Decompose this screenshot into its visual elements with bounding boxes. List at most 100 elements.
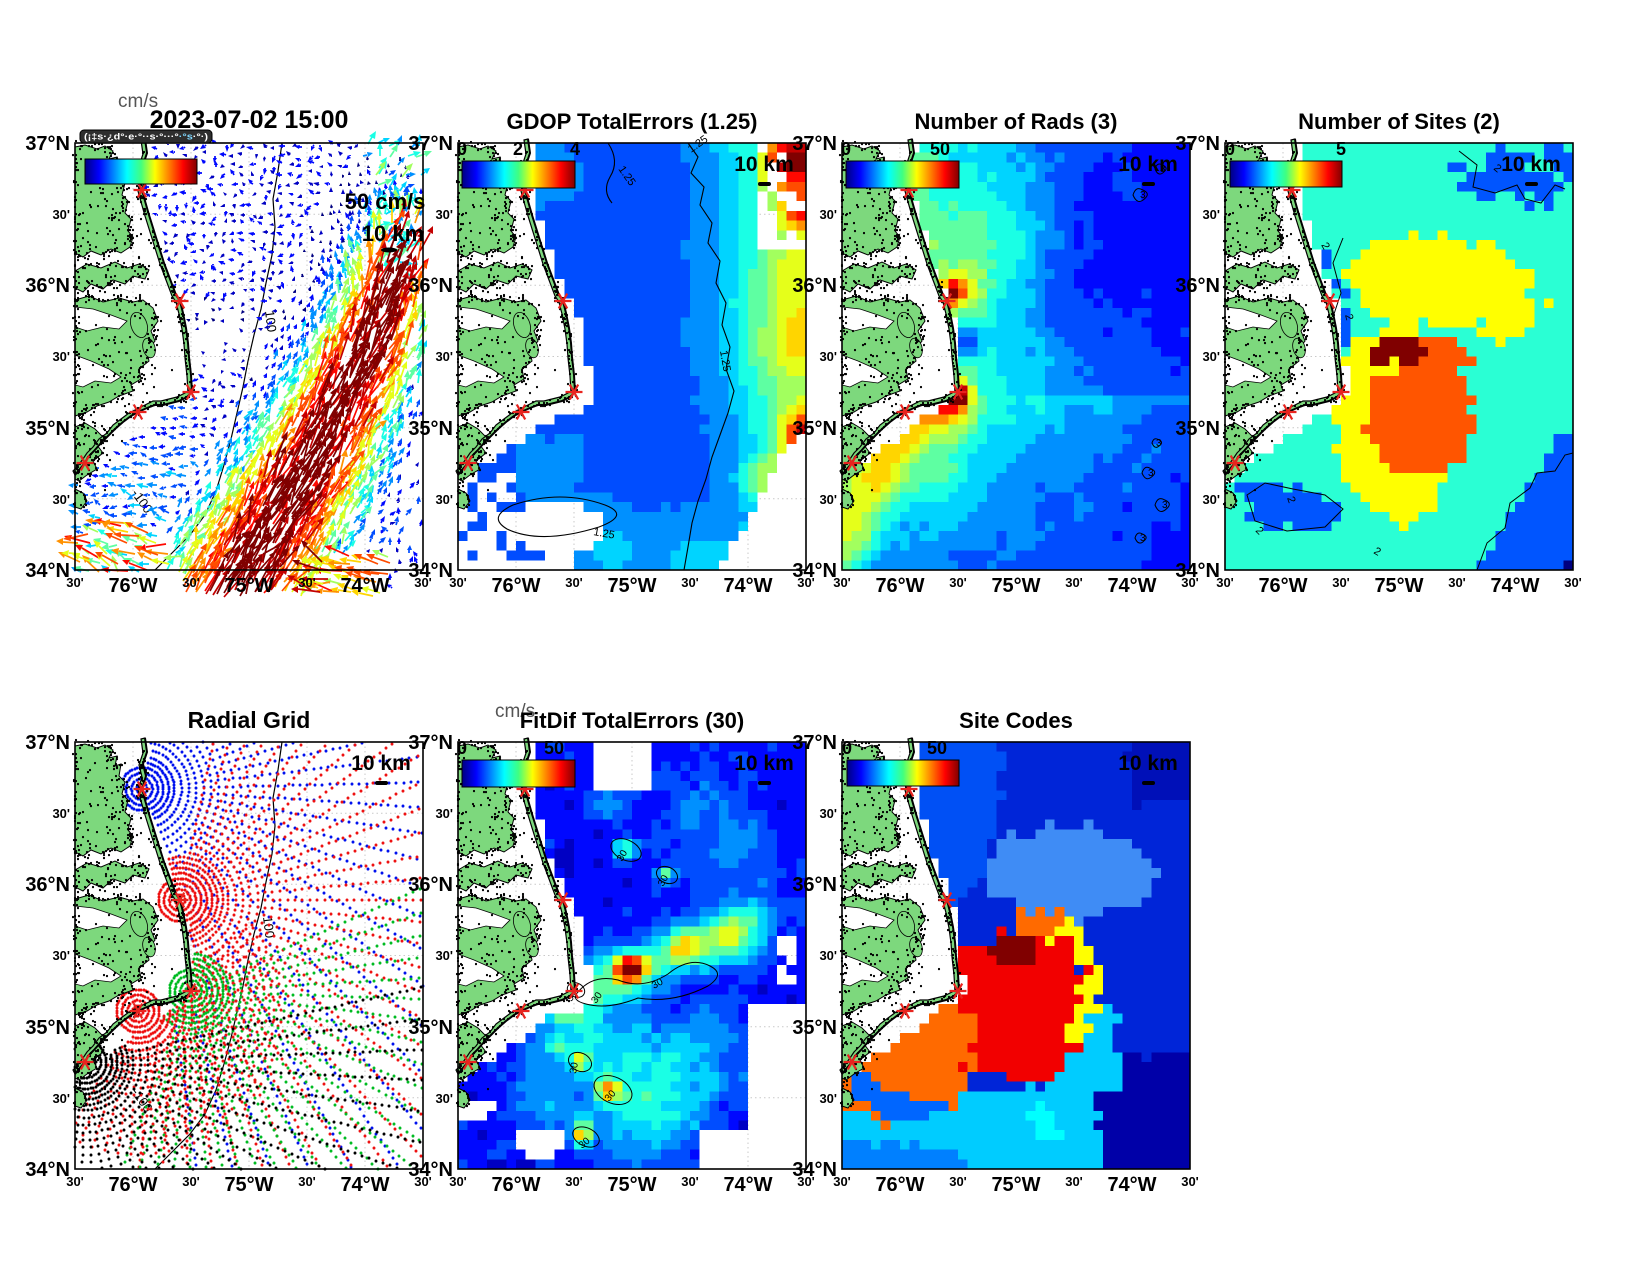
svg-text:75°W: 75°W <box>991 1174 1040 1196</box>
svg-text:10 km: 10 km <box>362 221 424 246</box>
svg-text:2: 2 <box>1372 545 1383 558</box>
svg-text:4: 4 <box>570 139 580 159</box>
svg-text:3: 3 <box>1140 533 1146 544</box>
svg-text:30': 30' <box>1202 492 1220 507</box>
svg-text:30: 30 <box>650 976 666 991</box>
svg-text:76°W: 76°W <box>108 1174 157 1196</box>
svg-text:34°N: 34°N <box>408 1159 453 1181</box>
svg-text:5: 5 <box>1336 139 1346 159</box>
svg-text:37°N: 37°N <box>25 732 70 754</box>
svg-text:30': 30' <box>1065 1174 1083 1189</box>
svg-text:cm/s: cm/s <box>118 91 158 112</box>
svg-text:50: 50 <box>544 738 564 758</box>
svg-text:30': 30' <box>1065 575 1083 590</box>
svg-text:30': 30' <box>819 806 837 821</box>
svg-text:74°W: 74°W <box>1490 575 1539 597</box>
svg-text:10 km: 10 km <box>734 153 794 176</box>
svg-text:Number of Rads (3): Number of Rads (3) <box>915 109 1118 134</box>
svg-text:2: 2 <box>513 139 523 159</box>
svg-text:30': 30' <box>435 948 453 963</box>
svg-text:75°W: 75°W <box>607 575 656 597</box>
svg-text:1.25: 1.25 <box>592 526 615 542</box>
svg-text:30': 30' <box>182 575 200 590</box>
svg-text:3: 3 <box>1160 164 1166 175</box>
svg-text:(¡‡s·¿d°·e·°··s·°···°·°s·°·): (¡‡s·¿d°·e·°··s·°···° ·°s ·°·) <box>84 132 208 142</box>
svg-text:30': 30' <box>52 948 70 963</box>
svg-text:36°N: 36°N <box>1175 275 1220 297</box>
svg-text:74°W: 74°W <box>340 1174 389 1196</box>
svg-text:30': 30' <box>449 1174 467 1189</box>
svg-text:30': 30' <box>435 207 453 222</box>
svg-text:2: 2 <box>1342 313 1355 322</box>
svg-text:3: 3 <box>1156 438 1162 449</box>
svg-text:30': 30' <box>1181 1174 1199 1189</box>
svg-text:30': 30' <box>1332 575 1350 590</box>
svg-text:30': 30' <box>949 575 967 590</box>
svg-text:34°N: 34°N <box>408 560 453 582</box>
svg-text:30': 30' <box>66 575 84 590</box>
svg-text:30': 30' <box>298 1174 316 1189</box>
svg-text:74°W: 74°W <box>723 1174 772 1196</box>
svg-text:2: 2 <box>1318 241 1331 252</box>
svg-text:30': 30' <box>565 575 583 590</box>
svg-text:35°N: 35°N <box>1175 418 1220 440</box>
svg-text:50: 50 <box>927 738 947 758</box>
svg-text:10 km: 10 km <box>1501 153 1561 176</box>
svg-text:75°W: 75°W <box>607 1174 656 1196</box>
svg-text:Site Codes: Site Codes <box>959 708 1073 733</box>
svg-text:3: 3 <box>1140 190 1146 201</box>
svg-text:34°N: 34°N <box>792 560 837 582</box>
svg-text:30': 30' <box>681 1174 699 1189</box>
svg-text:30': 30' <box>1181 575 1199 590</box>
svg-text:30': 30' <box>52 806 70 821</box>
svg-text:3: 3 <box>1162 500 1168 511</box>
svg-text:76°W: 76°W <box>875 1174 924 1196</box>
svg-text:34°N: 34°N <box>792 1159 837 1181</box>
svg-text:Radial Grid: Radial Grid <box>188 707 311 733</box>
svg-text:75°W: 75°W <box>224 1174 273 1196</box>
svg-text:76°W: 76°W <box>108 575 157 597</box>
svg-text:30': 30' <box>435 349 453 364</box>
svg-text:30': 30' <box>565 1174 583 1189</box>
svg-text:35°N: 35°N <box>25 418 70 440</box>
svg-text:30': 30' <box>1216 575 1234 590</box>
svg-text:36°N: 36°N <box>25 874 70 896</box>
svg-text:37°N: 37°N <box>792 133 837 155</box>
svg-text:37°N: 37°N <box>792 732 837 754</box>
svg-text:0: 0 <box>457 738 467 758</box>
svg-text:74°W: 74°W <box>723 575 772 597</box>
svg-text:30': 30' <box>1202 349 1220 364</box>
svg-text:30': 30' <box>435 806 453 821</box>
svg-text:30': 30' <box>819 492 837 507</box>
svg-text:1.25: 1.25 <box>717 349 733 372</box>
svg-text:75°W: 75°W <box>1374 575 1423 597</box>
svg-text:cm/s: cm/s <box>495 701 535 722</box>
svg-text:37°N: 37°N <box>25 133 70 155</box>
svg-text:3: 3 <box>1148 468 1154 479</box>
svg-text:50: 50 <box>930 139 950 159</box>
svg-text:74°W: 74°W <box>340 575 389 597</box>
svg-text:30': 30' <box>819 948 837 963</box>
svg-text:34°N: 34°N <box>1175 560 1220 582</box>
svg-text:30': 30' <box>414 575 432 590</box>
svg-text:30: 30 <box>568 1061 581 1074</box>
svg-text:37°N: 37°N <box>408 133 453 155</box>
svg-text:30': 30' <box>833 1174 851 1189</box>
svg-text:0: 0 <box>842 738 852 758</box>
svg-text:0: 0 <box>1225 139 1235 159</box>
svg-text:30': 30' <box>1448 575 1466 590</box>
svg-text:30': 30' <box>949 1174 967 1189</box>
svg-text:30': 30' <box>819 207 837 222</box>
svg-text:30': 30' <box>52 349 70 364</box>
svg-text:30': 30' <box>52 1091 70 1106</box>
svg-text:2: 2 <box>1284 495 1297 505</box>
svg-text:30': 30' <box>52 492 70 507</box>
svg-text:35°N: 35°N <box>25 1017 70 1039</box>
svg-text:35°N: 35°N <box>408 1017 453 1039</box>
svg-text:76°W: 76°W <box>491 1174 540 1196</box>
svg-text:30': 30' <box>449 575 467 590</box>
svg-text:76°W: 76°W <box>875 575 924 597</box>
svg-text:30': 30' <box>66 1174 84 1189</box>
svg-text:100: 100 <box>260 916 278 939</box>
svg-text:35°N: 35°N <box>408 418 453 440</box>
